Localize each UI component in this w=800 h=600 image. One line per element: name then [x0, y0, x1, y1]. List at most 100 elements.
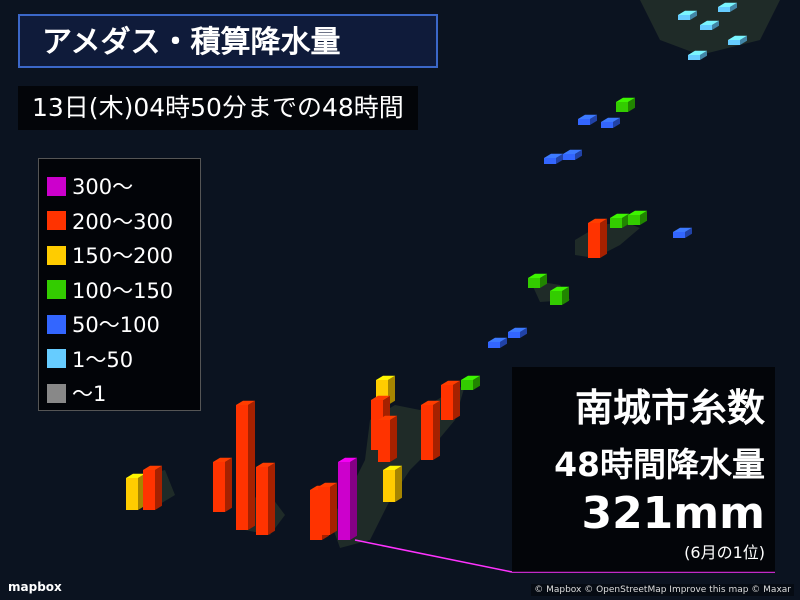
bar-face — [248, 400, 255, 530]
bar-face — [330, 482, 337, 535]
bar-face — [728, 40, 740, 45]
bar-face — [378, 420, 390, 462]
bar-face — [508, 327, 527, 332]
bar-face — [728, 35, 747, 40]
bar-face — [213, 462, 225, 512]
bar-face — [616, 102, 628, 112]
bar-face — [730, 2, 737, 12]
legend-swatch — [47, 314, 66, 334]
bar-face — [421, 400, 440, 405]
bar-face — [688, 55, 700, 60]
rain-bars — [126, 2, 747, 540]
bar-face — [143, 470, 155, 510]
logo: mapbox — [8, 580, 62, 594]
bar-face — [628, 210, 647, 215]
legend-swatch — [47, 349, 66, 369]
legend-label: 50〜100 — [72, 313, 160, 338]
bar-face — [610, 213, 629, 218]
bar-face — [350, 457, 357, 540]
bar-face — [126, 478, 138, 510]
callout-label: 48時間降水量 — [554, 445, 765, 484]
bar-face — [601, 122, 613, 128]
legend-item: 200〜300 — [47, 204, 200, 239]
bar-face — [685, 227, 692, 238]
bar-face — [712, 20, 719, 30]
bar-face — [616, 97, 635, 102]
legend-label: 100〜150 — [72, 278, 174, 303]
bar-face — [441, 380, 460, 385]
legend-swatch — [47, 211, 66, 231]
bar-face — [601, 117, 620, 122]
bar-face — [610, 218, 622, 228]
callout-rank: (6月の1位) — [684, 543, 765, 562]
bar-face — [588, 223, 600, 258]
credits: © Mapbox © OpenStreetMap Improve this ma… — [531, 584, 794, 596]
bar-face — [383, 470, 395, 502]
callout-place: 南城市糸数 — [574, 386, 765, 430]
bar-face — [453, 380, 460, 420]
bar-face — [528, 278, 540, 288]
bar-face — [378, 415, 397, 420]
bar-face — [640, 210, 647, 225]
subtitle: 13日(木)04時50分までの48時間 — [18, 86, 418, 130]
legend-swatch — [47, 245, 66, 265]
legend-item: 〜1 — [47, 376, 200, 411]
bar-face — [461, 380, 473, 390]
legend-item: 100〜150 — [47, 273, 200, 308]
bar-face — [575, 149, 582, 160]
bar-face — [562, 286, 569, 305]
bar-face — [126, 473, 145, 478]
callout-amount: 321mm — [581, 488, 765, 539]
bar-face — [600, 218, 607, 258]
bar-face — [441, 385, 453, 420]
bar-face — [544, 158, 556, 164]
legend-swatch — [47, 176, 66, 196]
bar-face — [578, 119, 590, 125]
bar-face — [628, 215, 640, 225]
bar-face — [563, 154, 575, 160]
bar-face — [678, 10, 697, 15]
bar-face — [540, 273, 547, 288]
legend: 300〜 200〜300 150〜200 100〜150 50〜100 1〜50 〜1 — [38, 158, 201, 411]
legend-item: 50〜100 — [47, 307, 200, 342]
bar-face — [622, 213, 629, 228]
bar-face — [590, 114, 597, 125]
legend-label: 1〜50 — [72, 347, 134, 372]
bar-face — [371, 395, 390, 400]
bar-face — [544, 153, 563, 158]
leader-line — [354, 539, 513, 573]
bar-face — [550, 291, 562, 305]
bar-face — [433, 400, 440, 460]
bar-face — [578, 114, 597, 119]
legend-item: 1〜50 — [47, 342, 200, 377]
legend-item: 300〜 — [47, 169, 200, 204]
bar-face — [318, 482, 337, 487]
bar-face — [500, 337, 507, 348]
bar-face — [588, 218, 607, 223]
bar-face — [338, 457, 357, 462]
bar-face — [143, 465, 162, 470]
bar-face — [421, 405, 433, 460]
bar-face — [461, 375, 480, 380]
bar-face — [678, 15, 690, 20]
bar-face — [613, 117, 620, 128]
bar-face — [155, 465, 162, 510]
bar-face — [236, 405, 248, 530]
legend-item: 150〜200 — [47, 238, 200, 273]
callout: 南城市糸数 48時間降水量 321mm (6月の1位) — [512, 367, 775, 572]
bar-face — [740, 35, 747, 45]
bar-face — [556, 153, 563, 164]
bar-face — [700, 25, 712, 30]
bar-face — [528, 273, 547, 278]
bar-face — [488, 342, 500, 348]
bar-face — [700, 20, 719, 25]
bar-face — [700, 50, 707, 60]
legend-swatch — [47, 280, 66, 300]
bar-face — [690, 10, 697, 20]
bar-face — [628, 97, 635, 112]
bar-face — [520, 327, 527, 338]
title: アメダス・積算降水量 — [18, 14, 438, 68]
bar-face — [673, 227, 692, 232]
bar-face — [550, 286, 569, 291]
legend-swatch — [47, 383, 66, 403]
